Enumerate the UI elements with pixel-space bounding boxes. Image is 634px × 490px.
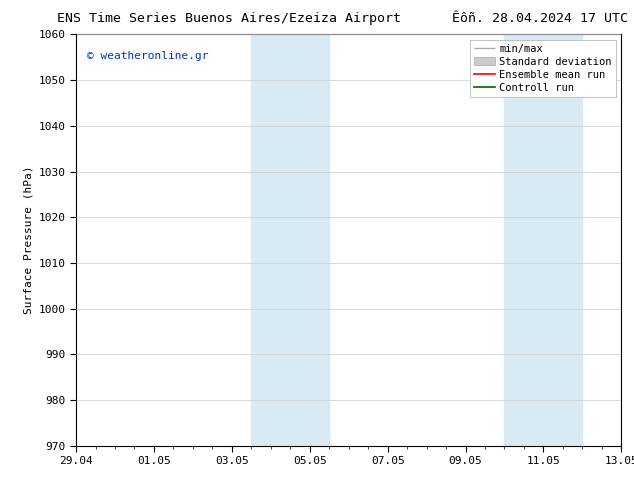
Bar [251, 34, 329, 446]
Text: Êôñ. 28.04.2024 17 UTC: Êôñ. 28.04.2024 17 UTC [451, 12, 628, 25]
Bar [505, 34, 583, 446]
Legend: min/max, Standard deviation, Ensemble mean run, Controll run: min/max, Standard deviation, Ensemble me… [470, 40, 616, 97]
Text: © weatheronline.gr: © weatheronline.gr [87, 51, 209, 61]
Text: ENS Time Series Buenos Aires/Ezeiza Airport: ENS Time Series Buenos Aires/Ezeiza Airp… [57, 12, 401, 25]
Y-axis label: Surface Pressure (hPa): Surface Pressure (hPa) [23, 166, 33, 315]
